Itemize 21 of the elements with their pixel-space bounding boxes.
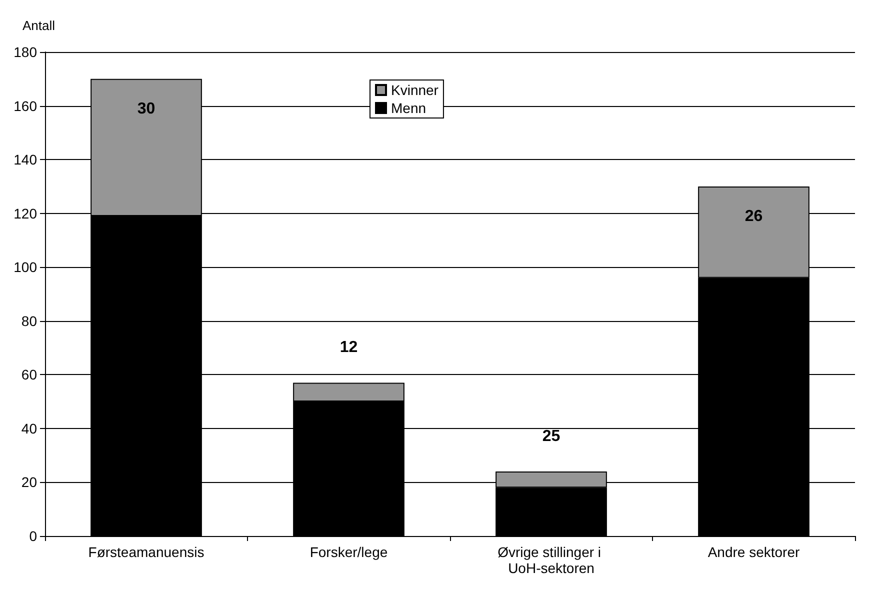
- y-tick-label: 140: [14, 152, 38, 168]
- x-tick-label: Andre sektorer: [708, 544, 800, 560]
- y-tick-label: 40: [21, 420, 38, 436]
- y-tick-label: 180: [14, 44, 38, 60]
- x-tick-label: Førsteamanuensis: [88, 544, 204, 560]
- legend-label: Menn: [391, 100, 426, 116]
- x-tick-label: Øvrige stillinger i UoH-sektoren: [498, 544, 605, 576]
- y-tick-label: 0: [29, 528, 38, 544]
- y-tick-label: 60: [21, 366, 38, 383]
- y-tick-label: 80: [21, 312, 38, 329]
- y-tick-label: 20: [21, 474, 38, 490]
- annotation: 26: [744, 208, 763, 225]
- y-tick-label: 120: [14, 205, 38, 222]
- x-tick-label: Forsker/lege: [310, 544, 388, 560]
- legend-label: Kvinner: [391, 82, 439, 98]
- annotation: 30: [137, 100, 156, 118]
- y-axis-title: Antall: [22, 18, 56, 33]
- y-tick-label: 160: [14, 98, 38, 114]
- y-tick-label: 100: [14, 259, 38, 276]
- annotation: 25: [542, 428, 560, 445]
- annotation: 12: [340, 339, 358, 356]
